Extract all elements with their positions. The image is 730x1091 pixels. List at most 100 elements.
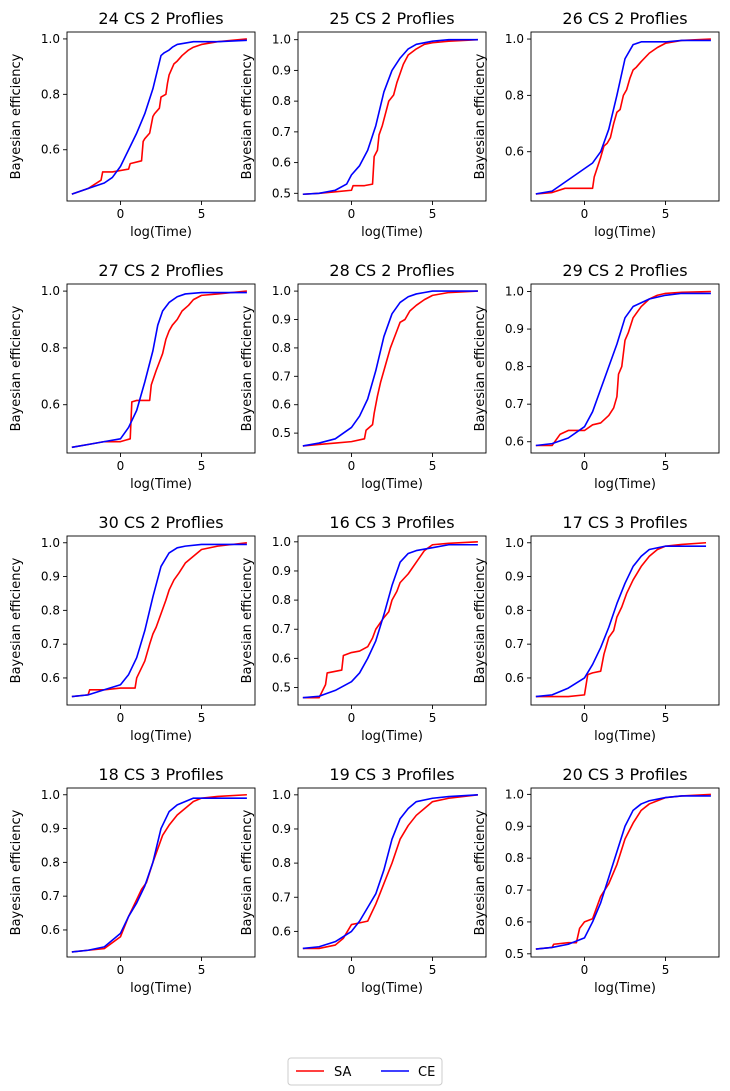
series-line-sa [535, 38, 711, 195]
y-tick-label: 0.9 [41, 822, 60, 836]
y-tick-label: 0.5 [505, 947, 524, 961]
x-tick-label: 0 [348, 459, 356, 473]
x-tick-label: 5 [198, 459, 206, 473]
x-axis-label: log(Time) [594, 477, 656, 492]
y-tick-label: 0.9 [505, 819, 524, 833]
y-tick-label: 0.9 [272, 822, 291, 836]
y-tick-label: 0.8 [41, 855, 60, 869]
series-line-sa [302, 38, 478, 196]
series-line-sa [71, 541, 247, 698]
series-line-sa [535, 290, 711, 447]
series-line-ce [302, 290, 478, 447]
series-line-ce [71, 543, 247, 698]
y-axis-label: Bayesian efficiency [9, 557, 24, 683]
y-tick-label: 1.0 [41, 536, 60, 550]
x-tick-label: 5 [429, 963, 437, 977]
y-tick-label: 0.7 [272, 622, 291, 636]
x-axis-label: log(Time) [361, 477, 423, 492]
x-tick-label: 0 [117, 459, 125, 473]
chart-panel: 18 CS 3 Profiles 0 5 0.6 0.7 0.8 0.9 1.0 log(Tim… [9, 765, 256, 996]
y-tick-label: 1.0 [505, 787, 524, 801]
series-line-sa [302, 290, 478, 447]
y-axis-label: Bayesian efficiency [473, 557, 488, 683]
y-tick-label: 0.8 [41, 603, 60, 617]
chart-title: 25 CS 2 Proflies [329, 9, 454, 28]
x-tick-label: 5 [429, 459, 437, 473]
chart-title: 16 CS 3 Profiles [329, 513, 454, 532]
x-tick-label: 5 [662, 207, 670, 221]
series-line-sa [302, 541, 478, 699]
y-tick-label: 0.8 [272, 593, 291, 607]
chart-title: 24 CS 2 Proflies [98, 9, 223, 28]
series-line-ce [535, 545, 707, 698]
y-tick-label: 0.7 [505, 397, 524, 411]
y-tick-label: 0.6 [272, 924, 291, 938]
y-tick-label: 0.6 [41, 923, 60, 937]
series-line-ce [71, 291, 247, 449]
x-axis-label: log(Time) [130, 981, 192, 996]
plot-frame [297, 283, 487, 454]
chart-panel: 29 CS 2 Proflies 0 5 0.6 0.7 0.8 0.9 1.0 log(Tim… [473, 261, 720, 492]
y-tick-label: 0.6 [272, 651, 291, 665]
legend: SA CE [287, 1057, 443, 1086]
x-tick-label: 0 [581, 207, 589, 221]
y-tick-label: 1.0 [272, 284, 291, 298]
x-tick-label: 0 [348, 711, 356, 725]
y-tick-label: 0.8 [41, 341, 60, 355]
y-tick-label: 0.6 [505, 915, 524, 929]
chart-panel: 19 CS 3 Profiles 0 5 0.6 0.7 0.8 0.9 1.0 log(Tim… [240, 765, 487, 996]
y-tick-label: 0.6 [272, 398, 291, 412]
y-tick-label: 0.7 [41, 889, 60, 903]
y-tick-label: 0.8 [505, 360, 524, 374]
plot-frame [66, 283, 256, 454]
legend-frame [287, 1057, 443, 1086]
y-axis-label: Bayesian efficiency [240, 53, 255, 179]
chart-title: 30 CS 2 Proflies [98, 513, 223, 532]
chart-panel: 17 CS 3 Profiles 0 5 0.6 0.7 0.8 0.9 1.0 log(Tim… [473, 513, 720, 744]
series-line-sa [535, 793, 711, 950]
x-tick-label: 5 [198, 207, 206, 221]
legend-label-sa: SA [334, 1065, 351, 1080]
y-tick-label: 0.5 [272, 186, 291, 200]
y-tick-label: 0.6 [41, 143, 60, 157]
x-axis-label: log(Time) [594, 981, 656, 996]
x-tick-label: 5 [198, 711, 206, 725]
series-line-sa [535, 541, 707, 698]
y-tick-label: 0.7 [272, 125, 291, 139]
y-tick-label: 0.9 [505, 570, 524, 584]
chart-panel: 27 CS 2 Proflies 0 5 0.6 0.8 1.0 log(Time) Baye… [9, 261, 256, 492]
chart-title: 27 CS 2 Proflies [98, 261, 223, 280]
y-tick-label: 0.7 [505, 883, 524, 897]
y-tick-label: 0.8 [272, 94, 291, 108]
y-axis-label: Bayesian efficiency [473, 53, 488, 179]
plot-frame [66, 535, 256, 706]
chart-panel: 25 CS 2 Proflies 0 5 0.5 0.6 0.7 0.8 0.9 1.0 log(… [240, 9, 487, 240]
x-tick-label: 5 [429, 207, 437, 221]
y-tick-label: 0.7 [272, 369, 291, 383]
chart-title: 17 CS 3 Profiles [562, 513, 687, 532]
y-tick-label: 0.6 [505, 435, 524, 449]
chart-panel: 28 CS 2 Proflies 0 5 0.5 0.6 0.7 0.8 0.9 1.0 log(… [240, 261, 487, 492]
series-line-ce [535, 795, 711, 950]
x-axis-label: log(Time) [130, 477, 192, 492]
y-tick-label: 1.0 [41, 284, 60, 298]
series-line-ce [71, 797, 247, 953]
plot-frame [297, 31, 487, 202]
y-axis-label: Bayesian efficiency [240, 809, 255, 935]
y-tick-label: 0.9 [505, 322, 524, 336]
y-tick-label: 0.8 [41, 87, 60, 101]
series-line-ce [302, 38, 478, 196]
chart-panel: 26 CS 2 Proflies 0 5 0.6 0.8 1.0 log(Time) Baye… [473, 9, 720, 240]
y-tick-label: 0.8 [505, 88, 524, 102]
chart-panel: 24 CS 2 Proflies 0 5 0.6 0.8 1.0 log(Time) Baye… [9, 9, 256, 240]
x-axis-label: log(Time) [594, 225, 656, 240]
y-tick-label: 1.0 [505, 536, 524, 550]
y-axis-label: Bayesian efficiency [473, 305, 488, 431]
y-tick-label: 0.6 [505, 671, 524, 685]
x-axis-label: log(Time) [130, 225, 192, 240]
plot-frame [66, 31, 256, 202]
series-line-ce [302, 543, 478, 699]
x-tick-label: 0 [348, 963, 356, 977]
chart-panel: 16 CS 3 Profiles 0 5 0.5 0.6 0.7 0.8 0.9 1.0 log(… [240, 513, 487, 744]
